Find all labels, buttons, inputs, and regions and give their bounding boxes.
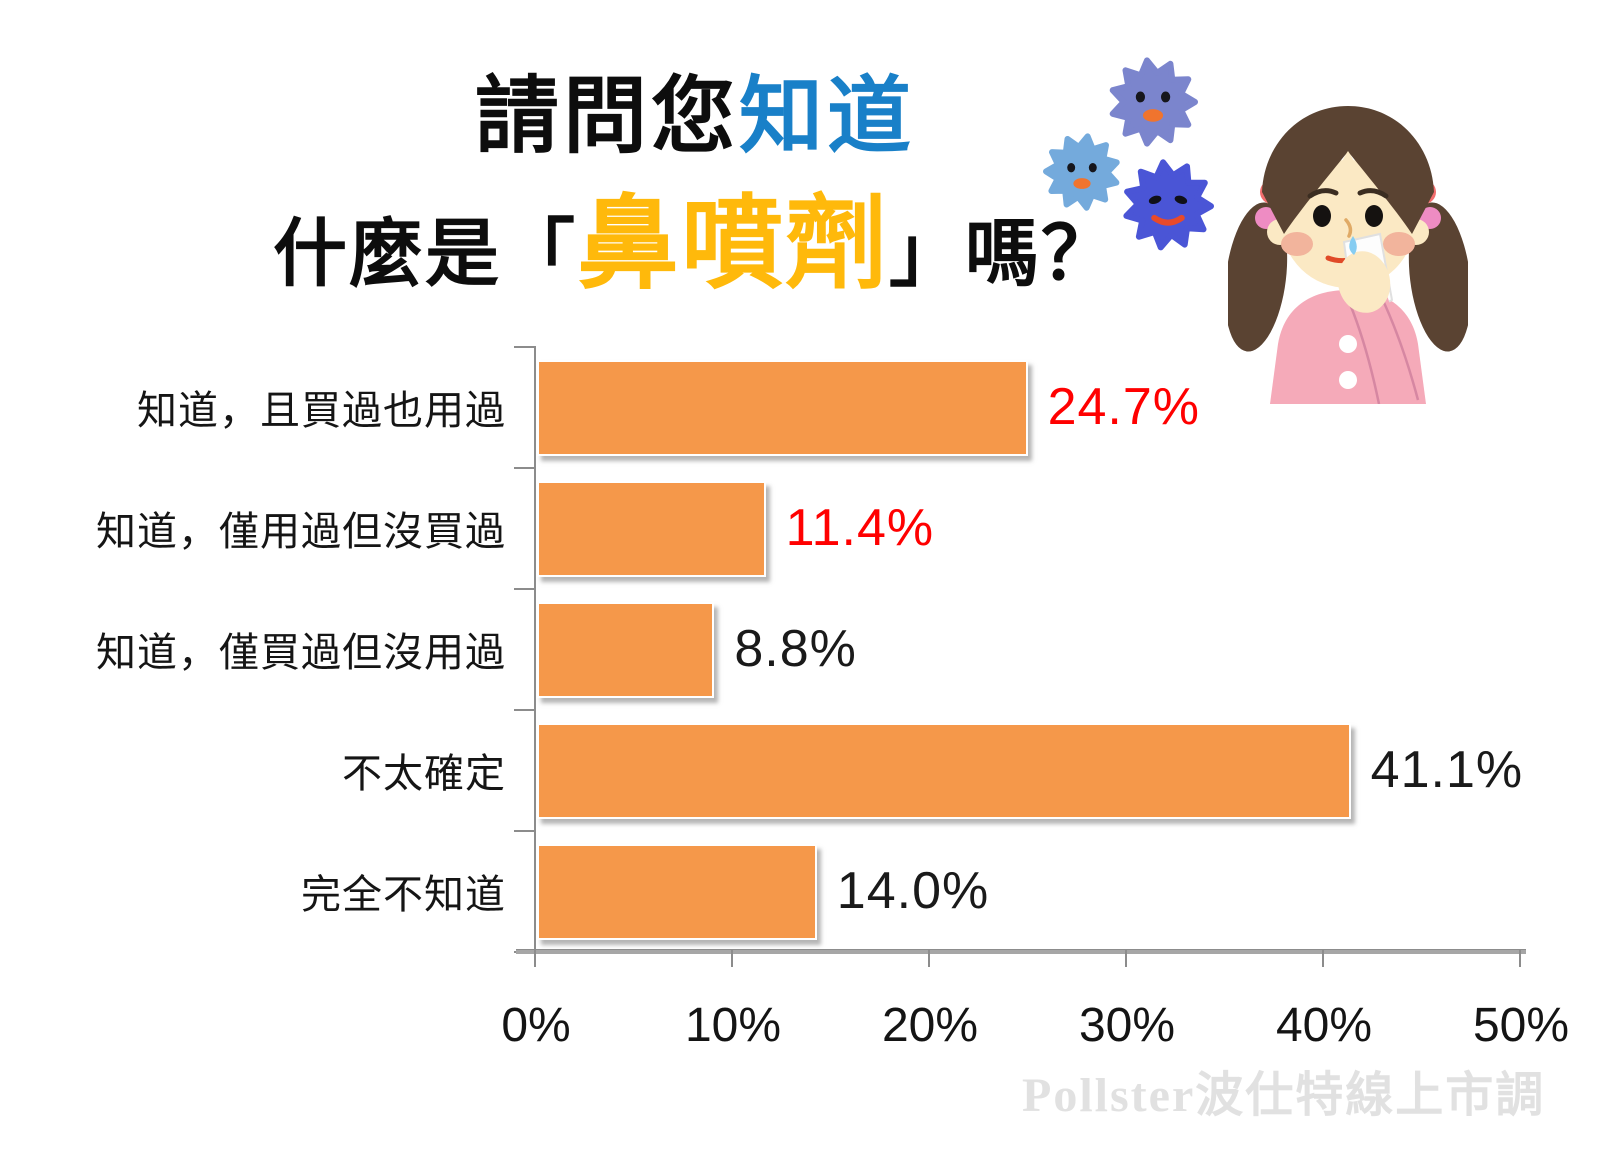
- title-line2-post-text: 」嗎？: [889, 212, 1117, 296]
- value-label: 24.7%: [1047, 377, 1201, 436]
- bar-row: 不太確定 41.1%: [0, 709, 1600, 830]
- value-label: 14.0%: [836, 861, 990, 920]
- button-top: [1339, 335, 1357, 353]
- title-line1-black-text: 請問您: [474, 69, 739, 163]
- eye-right: [1365, 205, 1383, 227]
- nose: [1344, 218, 1353, 238]
- x-axis-tick-label: 40%: [1275, 999, 1373, 1052]
- bar: [537, 844, 817, 940]
- bar-row: 知道，僅用過但沒買過 11.4%: [0, 467, 1600, 588]
- title-line2-gold-text: 鼻噴劑: [577, 187, 889, 302]
- x-axis-tick-label: 30%: [1078, 999, 1176, 1052]
- y-axis-tick: [514, 709, 535, 711]
- x-axis-tick: [534, 949, 536, 967]
- y-axis-tick: [514, 588, 535, 590]
- girl-nasal-spray-illustration: [1228, 106, 1468, 404]
- sleeve-outline-inner: [1348, 303, 1381, 404]
- x-axis-line: [516, 949, 1526, 954]
- watermark: Pollster波仕特線上市調: [1022, 1069, 1546, 1122]
- hand: [1337, 251, 1391, 313]
- y-axis-tick: [514, 830, 535, 832]
- title-line-1: 請問您知道: [30, 60, 1360, 173]
- blush-left: [1281, 232, 1313, 256]
- category-label: 完全不知道: [301, 872, 506, 917]
- x-axis-tick-label: 50%: [1472, 999, 1570, 1052]
- bar: [537, 602, 715, 698]
- blush-right: [1383, 232, 1415, 256]
- bar-row: 知道，且買過也用過 24.7%: [0, 346, 1600, 467]
- title-line2-pre-text: 什麼是「: [273, 212, 577, 296]
- x-axis-tick-label: 20%: [881, 999, 979, 1052]
- title-line-2: 什麼是「鼻噴劑」嗎？: [30, 181, 1360, 309]
- brow-left: [1307, 188, 1339, 199]
- brow-right: [1357, 188, 1389, 199]
- y-axis-line: [534, 346, 536, 951]
- category-label: 知道，僅用過但沒買過: [96, 509, 506, 554]
- girl-hair: [1262, 106, 1434, 234]
- nasal-drop: [1349, 236, 1357, 255]
- y-axis-tick: [514, 346, 535, 348]
- category-label: 知道，僅買過但沒用過: [96, 630, 506, 675]
- x-axis-tick: [1519, 949, 1521, 967]
- bar: [537, 723, 1351, 819]
- bar: [537, 360, 1028, 456]
- value-label: 8.8%: [734, 619, 857, 678]
- sleeve-outline-outer: [1378, 293, 1420, 401]
- x-axis-tick-label: 10%: [684, 999, 782, 1052]
- eye-left: [1313, 205, 1331, 227]
- bar-row: 知道，僅買過但沒用過 8.8%: [0, 588, 1600, 709]
- bar-row: 完全不知道 14.0%: [0, 830, 1600, 951]
- bar-chart: 知道，且買過也用過 24.7% 知道，僅用過但沒買過 11.4% 知道，僅買過但沒用過 8…: [0, 346, 1600, 1066]
- y-axis-tick: [514, 467, 535, 469]
- value-label: 41.1%: [1370, 740, 1524, 799]
- category-label: 知道，且買過也用過: [137, 388, 506, 433]
- x-axis-tick: [928, 949, 930, 967]
- forehead-skin: [1314, 150, 1382, 214]
- x-axis-tick: [1322, 949, 1324, 967]
- value-label: 11.4%: [785, 498, 935, 557]
- category-label: 不太確定: [342, 751, 506, 796]
- bar: [537, 481, 766, 577]
- x-axis-tick-label: 0%: [501, 999, 571, 1052]
- chart-title: 請問您知道 什麼是「鼻噴劑」嗎？: [30, 60, 1360, 309]
- x-axis-tick: [1125, 949, 1127, 967]
- button-bottom: [1339, 371, 1357, 389]
- x-axis-tick: [731, 949, 733, 967]
- title-line1-blue-text: 知道: [739, 69, 916, 163]
